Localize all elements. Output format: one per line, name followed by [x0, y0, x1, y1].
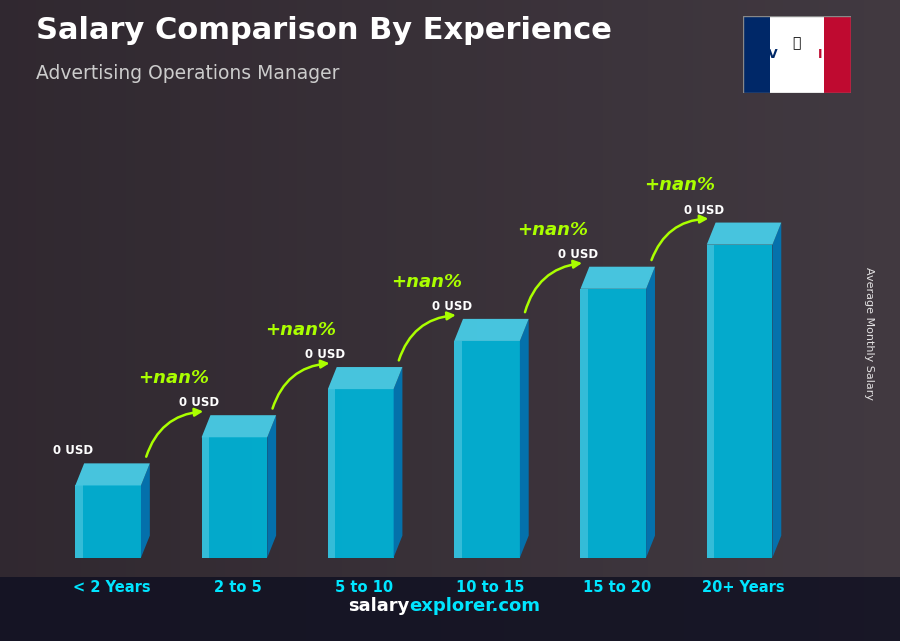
Polygon shape	[202, 437, 267, 558]
Polygon shape	[202, 437, 209, 558]
Text: 0 USD: 0 USD	[179, 396, 219, 409]
Bar	[0, 577, 900, 641]
Text: Advertising Operations Manager: Advertising Operations Manager	[36, 64, 339, 83]
Text: 0 USD: 0 USD	[53, 444, 93, 457]
Polygon shape	[520, 319, 528, 558]
Text: +nan%: +nan%	[391, 273, 462, 291]
Text: Average Monthly Salary: Average Monthly Salary	[863, 267, 874, 400]
Polygon shape	[328, 389, 336, 558]
Text: +nan%: +nan%	[518, 221, 589, 238]
Text: 2 to 5: 2 to 5	[214, 579, 262, 595]
Polygon shape	[646, 267, 655, 558]
Polygon shape	[393, 367, 402, 558]
Text: V: V	[768, 48, 778, 61]
Bar	[742, 16, 770, 93]
Polygon shape	[706, 245, 772, 558]
Text: 0 USD: 0 USD	[305, 348, 346, 361]
Polygon shape	[76, 485, 83, 558]
Text: < 2 Years: < 2 Years	[73, 579, 150, 595]
Polygon shape	[267, 415, 276, 558]
Polygon shape	[328, 367, 402, 389]
Text: 0 USD: 0 USD	[684, 204, 724, 217]
Bar	[824, 16, 850, 93]
Text: I: I	[818, 48, 823, 61]
Polygon shape	[454, 319, 528, 341]
Polygon shape	[76, 485, 141, 558]
Polygon shape	[706, 245, 715, 558]
Text: 15 to 20: 15 to 20	[582, 579, 651, 595]
Polygon shape	[76, 463, 149, 485]
Polygon shape	[328, 389, 393, 558]
Text: +nan%: +nan%	[265, 321, 336, 339]
Text: 5 to 10: 5 to 10	[335, 579, 393, 595]
Text: 0 USD: 0 USD	[558, 247, 598, 261]
Text: 🦅: 🦅	[792, 37, 801, 51]
Polygon shape	[141, 463, 149, 558]
Polygon shape	[706, 222, 781, 245]
Polygon shape	[454, 341, 520, 558]
Text: 0 USD: 0 USD	[432, 300, 472, 313]
Polygon shape	[580, 289, 646, 558]
Text: +nan%: +nan%	[139, 369, 210, 387]
Text: +nan%: +nan%	[644, 176, 715, 194]
Text: Salary Comparison By Experience: Salary Comparison By Experience	[36, 16, 612, 45]
Text: 10 to 15: 10 to 15	[456, 579, 525, 595]
Polygon shape	[580, 267, 655, 289]
Polygon shape	[202, 415, 276, 437]
Polygon shape	[580, 289, 588, 558]
Polygon shape	[454, 341, 462, 558]
Text: salary: salary	[348, 597, 410, 615]
Text: explorer.com: explorer.com	[410, 597, 541, 615]
Polygon shape	[772, 222, 781, 558]
Text: 20+ Years: 20+ Years	[702, 579, 785, 595]
